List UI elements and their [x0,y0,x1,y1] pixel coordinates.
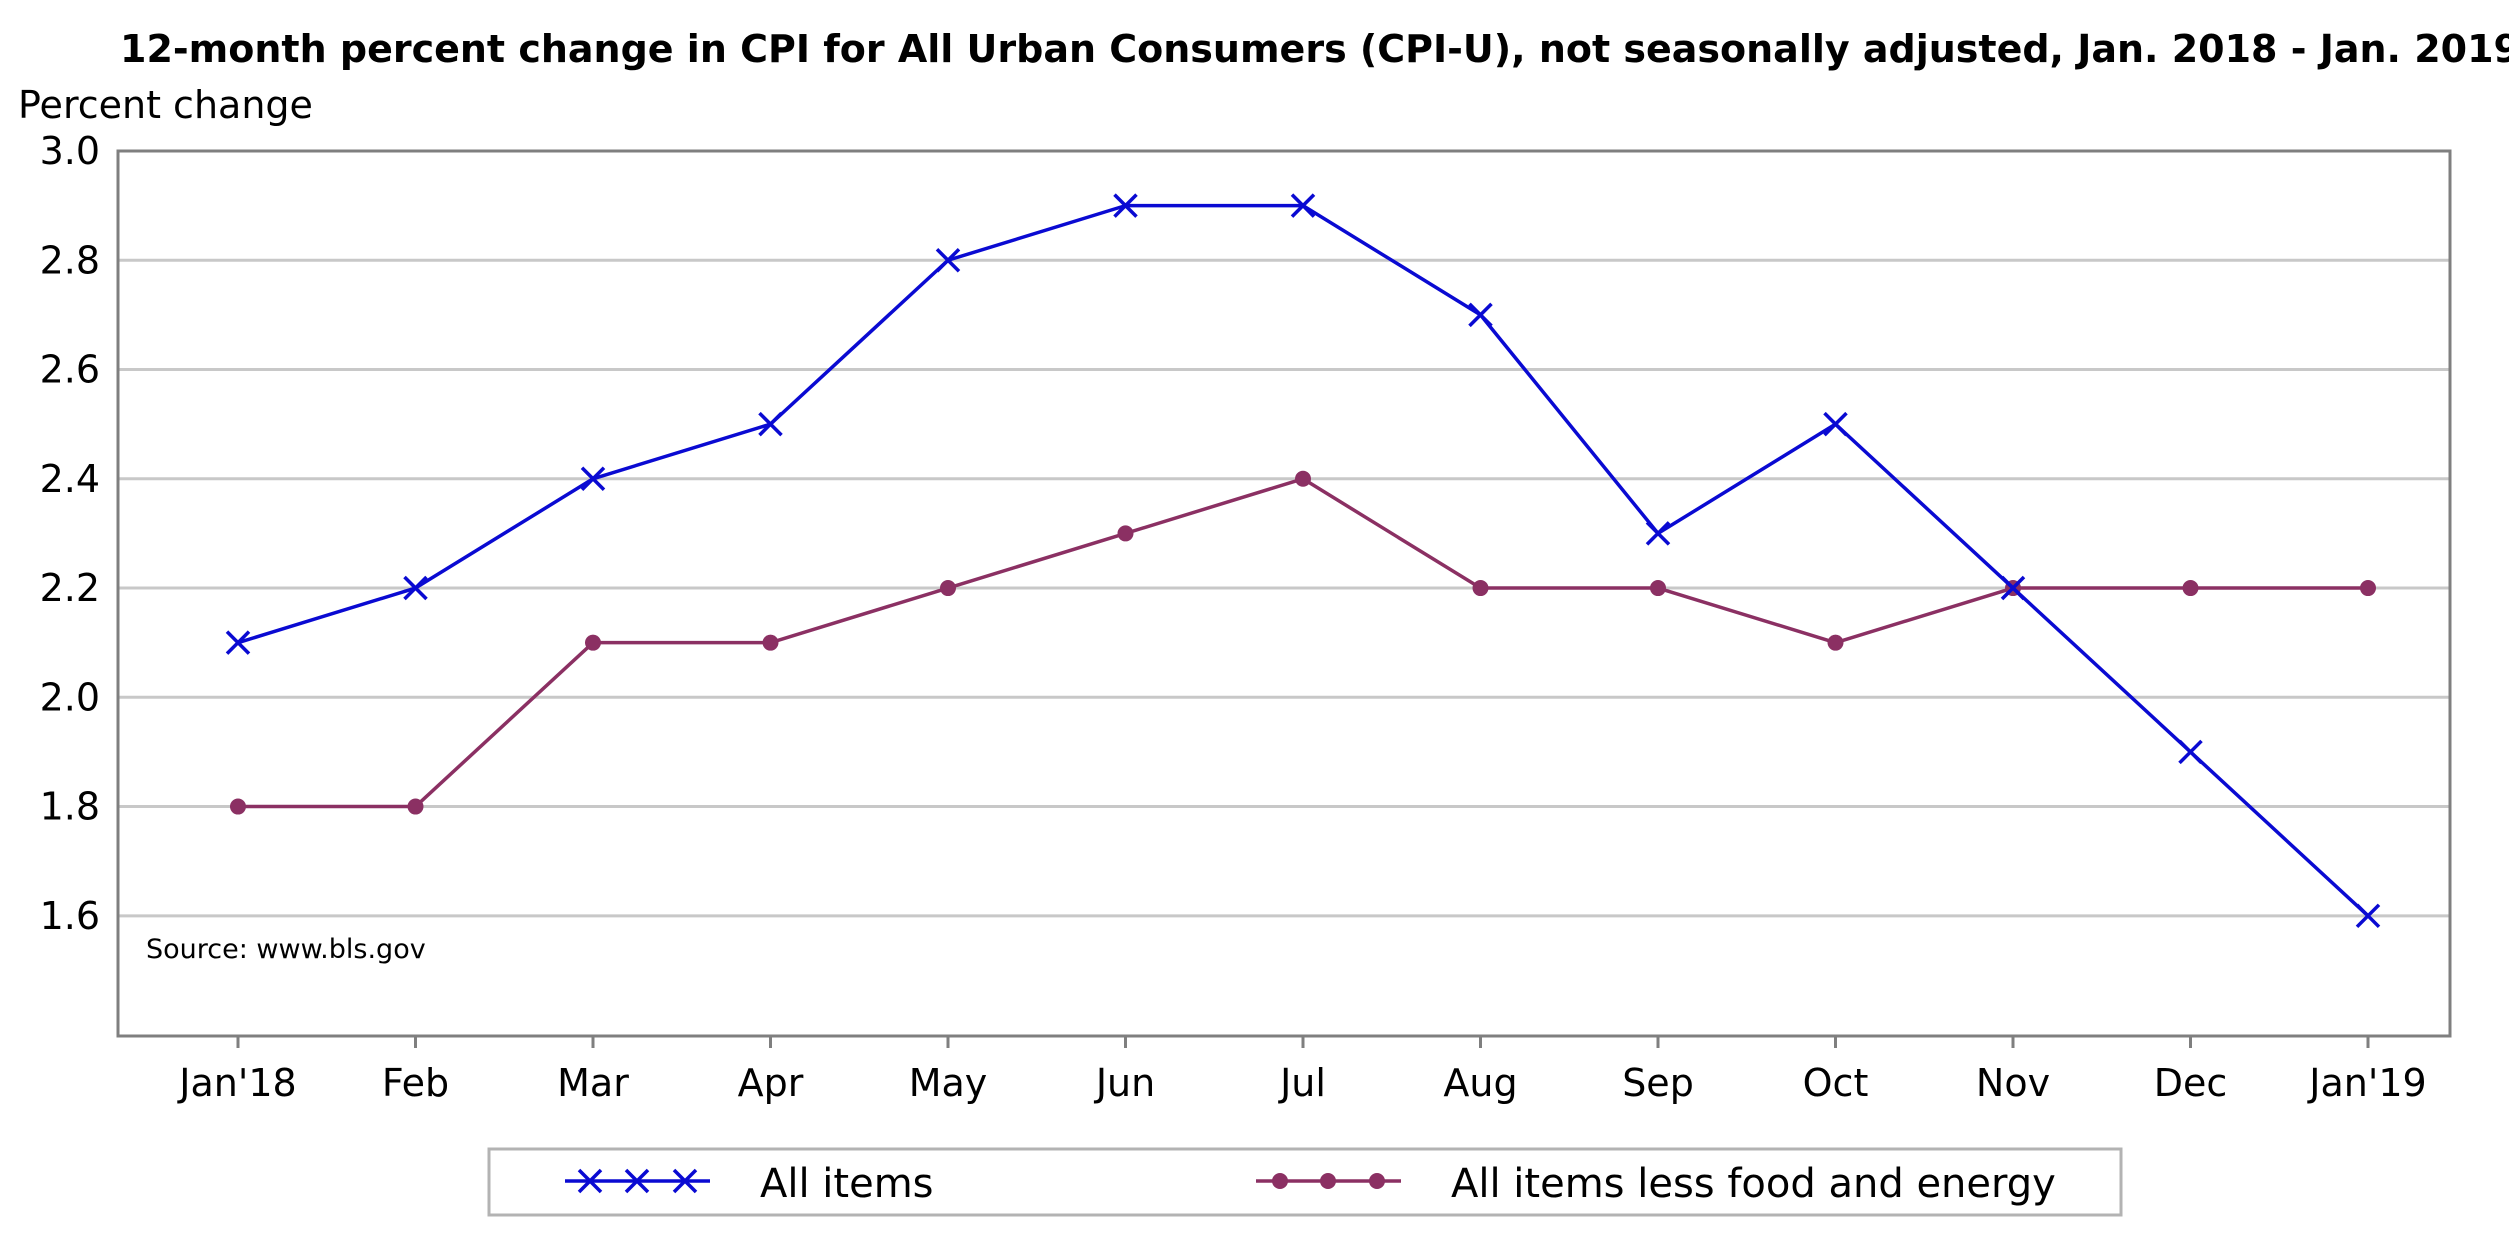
y-tick-label: 2.8 [40,238,100,282]
data-point-core [940,580,956,597]
data-point-all-items [580,466,606,492]
data-point-all-items [225,630,251,655]
series-line-core [238,477,2368,809]
source-annotation: Source: www.bls.gov [146,934,426,965]
y-tick-label: 2.4 [40,457,100,501]
x-tick-label: Jul [1278,1061,1326,1105]
data-point-all-items [1823,411,1848,437]
plot-area-frame [116,149,2452,1038]
x-tick-label: Jan'19 [2307,1061,2426,1105]
data-point-all-items [2000,575,2026,601]
data-point-core [407,798,424,815]
data-point-core [585,634,601,651]
data-point-core [1650,580,1666,597]
legend-point-all-items [672,1168,698,1194]
y-tick-label: 2.6 [40,348,100,392]
legend-point-all-items [624,1168,650,1194]
data-point-core [762,634,779,651]
data-point-core [2182,580,2199,597]
data-point-core [1472,580,1489,597]
x-tick-label: Jun [1094,1061,1155,1105]
legend-label-core: All items less food and energy [1451,1161,2056,1207]
y-tick-label: 3.0 [40,129,100,173]
legend-marker-all-items [565,1168,710,1194]
data-point-all-items [1468,302,1493,328]
x-tick-label: Aug [1443,1061,1517,1105]
y-tick-label: 2.0 [40,675,100,719]
x-tick-label: Mar [557,1061,629,1105]
chart-title: 12-month percent change in CPI for All U… [120,27,2509,71]
data-point-all-items [1113,193,1138,218]
legend-label-all-items: All items [760,1161,934,1207]
data-point-all-items [1645,521,1671,546]
series-layer [225,193,2381,929]
data-point-core [1295,470,1311,487]
data-point-core [1117,525,1134,542]
data-point-all-items [1290,193,1316,218]
y-tick-label: 1.8 [40,785,100,829]
data-point-core [2360,580,2376,597]
legend-point-core [1369,1173,1385,1189]
data-point-core [1827,634,1844,651]
x-tick-label: May [909,1061,988,1105]
legend-point-core [1320,1173,1336,1189]
y-axis-ticks: 1.6 1.8 2.0 2.2 2.4 2.6 2.8 3.0 [40,129,100,938]
legend-point-core [1272,1173,1288,1189]
x-tick-label: Sep [1622,1061,1694,1105]
x-tick-label: Apr [738,1061,804,1105]
y-axis-label: Percent change [18,83,313,127]
x-tick-label: Nov [1976,1061,2050,1105]
data-point-all-items [935,248,961,273]
legend-marker-core [1256,1173,1401,1189]
legend-point-all-items [577,1168,603,1194]
data-point-core [230,798,246,815]
data-point-all-items [758,411,783,437]
data-point-all-items [2355,903,2381,929]
x-tick-label: Oct [1803,1061,1869,1105]
x-tick-label: Dec [2154,1061,2228,1105]
gridlines [118,258,2450,918]
y-tick-label: 2.2 [40,566,100,610]
legend: All items All items less food and energy [487,1147,2123,1217]
data-point-all-items [403,575,428,601]
x-tick-label: Feb [382,1061,449,1105]
data-point-all-items [2178,739,2203,765]
y-tick-label: 1.6 [40,894,100,938]
x-tick-label: Jan'18 [177,1061,296,1105]
series-line-all-items [237,203,2370,918]
x-axis-ticks: Jan'18 Feb Mar Apr May Jun Jul Aug Sep Oct Nov Dec J… [177,1036,2427,1105]
